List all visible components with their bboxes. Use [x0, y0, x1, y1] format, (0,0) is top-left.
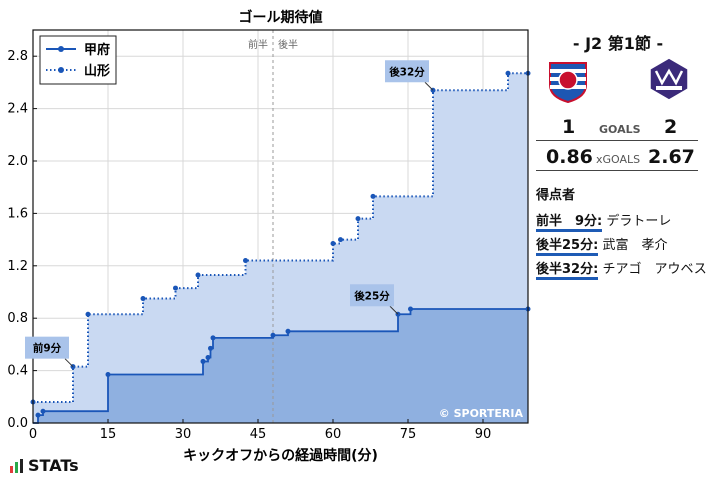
x-axis-label: キックオフからの経過時間(分) [183, 447, 378, 464]
halftime-label-second: 後半 [278, 38, 298, 51]
away-shot-point [85, 311, 91, 317]
away-team-badge [649, 57, 689, 101]
watermark: © SPORTERIA [439, 407, 524, 420]
home-shot-point [408, 306, 413, 312]
chart-title: ゴール期待値 [239, 9, 323, 26]
stats-logo-icon [10, 459, 23, 473]
annotation-pointer [424, 81, 434, 91]
annotation-label: 前9分 [33, 342, 62, 355]
y-tick-label: 1.6 [7, 206, 28, 221]
home-shot-point [208, 345, 213, 351]
scorer-row: 後半32分: チアゴ アウベス [536, 258, 707, 280]
x-tick-label: 30 [175, 427, 192, 442]
legend-label: 甲府 [84, 42, 110, 58]
scorers-title: 得点者 [536, 188, 576, 203]
annotation-box [350, 284, 394, 307]
annotation-label: 後25分 [353, 289, 390, 302]
away-xg: 2.67 [648, 146, 695, 168]
away-shot-point [370, 193, 376, 199]
x-tick-label: 75 [400, 427, 417, 442]
home-team-badge [549, 62, 587, 103]
away-shot-point [243, 258, 248, 264]
legend-box [39, 35, 117, 85]
home-shot-point [200, 358, 206, 364]
annotation-box [25, 336, 69, 359]
annotation-pointer [64, 358, 74, 368]
home-goals: 1 [562, 116, 576, 138]
home-shot-point [105, 372, 111, 378]
goals-label: GOALS [599, 123, 641, 136]
stats-logo: STATs [28, 456, 79, 475]
x-tick-label: 45 [250, 427, 267, 442]
legend-marker [58, 67, 64, 73]
y-tick-label: 0.8 [7, 311, 28, 326]
legend-label: 山形 [84, 63, 110, 79]
match-title: - J2 第1節 - [572, 34, 664, 53]
scorer-name: 武富 孝介 [602, 238, 668, 253]
scorer-time: 後半25分: [536, 234, 599, 256]
scorer-time: 前半 9分: [536, 210, 603, 232]
home-shot-point [205, 355, 211, 360]
away-shot-point [140, 296, 146, 302]
goals-row: 1 GOALS 2 [536, 114, 698, 141]
scorer-time: 後半32分: [536, 258, 599, 280]
scorer-row: 前半 9分: デラトーレ [536, 210, 671, 232]
away-shot-point [195, 272, 201, 278]
away-goals: 2 [664, 116, 678, 138]
y-tick-label: 2.8 [7, 49, 28, 64]
y-tick-label: 0.0 [7, 416, 28, 431]
away-shot-point [338, 237, 343, 243]
annotation-pointer [389, 305, 399, 315]
home-shot-point [210, 335, 216, 341]
annotation-box [385, 60, 429, 83]
y-tick-label: 2.0 [7, 154, 28, 169]
legend-marker [58, 46, 64, 52]
away-shot-point [505, 70, 511, 76]
xg-label: xGOALS [596, 153, 641, 166]
y-tick-label: 0.4 [7, 364, 28, 379]
halftime-label-first: 前半 [248, 38, 268, 51]
annotation-label: 後32分 [388, 65, 425, 78]
away-shot-point [330, 241, 336, 247]
home-shot-point [270, 332, 276, 338]
x-tick-label: 0 [29, 427, 37, 442]
scorer-name: チアゴ アウベス [602, 262, 707, 277]
home-xg-area [33, 309, 528, 423]
scorer-row: 後半25分: 武富 孝介 [536, 234, 667, 256]
scorer-name: デラトーレ [606, 214, 672, 229]
y-tick-label: 1.2 [7, 259, 28, 274]
x-tick-label: 60 [325, 427, 342, 442]
home-shot-point [40, 408, 46, 414]
x-tick-label: 90 [475, 427, 492, 442]
y-tick-label: 2.4 [7, 102, 28, 117]
plot-frame [32, 29, 529, 424]
away-shot-point [173, 285, 178, 291]
home-shot-point [285, 328, 291, 334]
home-xg: 0.86 [546, 146, 593, 168]
away-shot-point [355, 216, 361, 222]
x-tick-label: 15 [100, 427, 117, 442]
home-shot-point [35, 412, 41, 418]
xg-row: 0.86 xGOALS 2.67 [536, 144, 698, 171]
